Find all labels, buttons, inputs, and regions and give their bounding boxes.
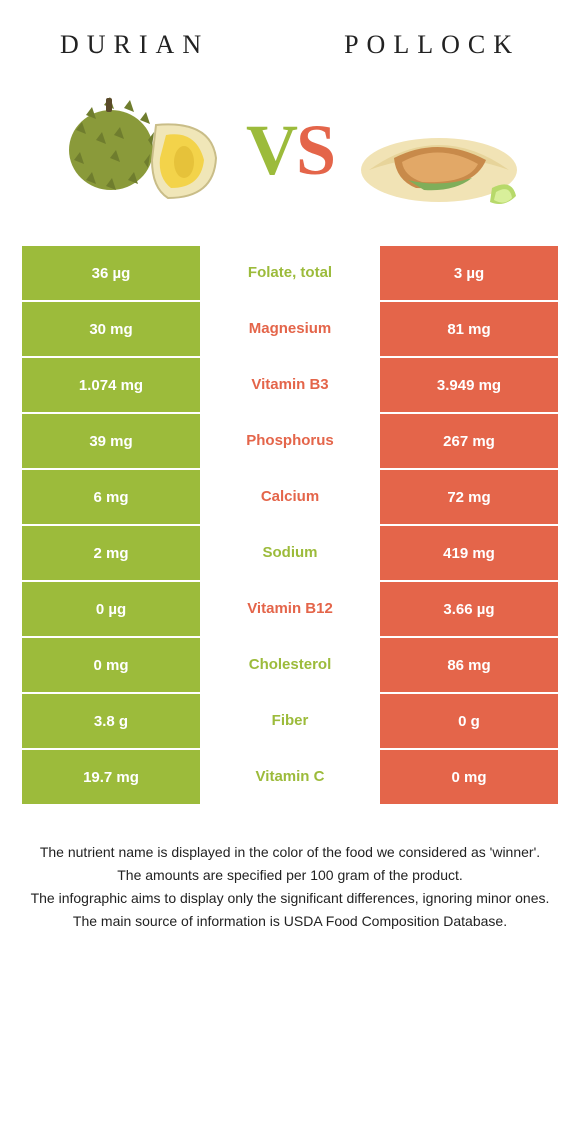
pollock-icon xyxy=(354,80,524,220)
nutrient-label: Sodium xyxy=(200,524,380,580)
nutrient-row: 30 mgMagnesium81 mg xyxy=(22,300,558,356)
vs-label: VS xyxy=(246,109,334,192)
nutrient-label: Cholesterol xyxy=(200,636,380,692)
right-value-cell: 419 mg xyxy=(380,524,558,580)
nutrient-label: Vitamin C xyxy=(200,748,380,804)
nutrient-row: 36 µgFolate, total3 µg xyxy=(22,244,558,300)
left-value-cell: 39 mg xyxy=(22,412,200,468)
left-food-title: Durian xyxy=(60,30,209,60)
left-value-cell: 1.074 mg xyxy=(22,356,200,412)
left-food-image xyxy=(56,80,226,220)
footer-notes: The nutrient name is displayed in the co… xyxy=(22,842,558,932)
right-value-cell: 81 mg xyxy=(380,300,558,356)
footer-line-2: The amounts are specified per 100 gram o… xyxy=(22,865,558,886)
left-value-cell: 0 mg xyxy=(22,636,200,692)
left-value-cell: 19.7 mg xyxy=(22,748,200,804)
header-row: Durian Pollock xyxy=(0,0,580,72)
nutrient-label: Vitamin B12 xyxy=(200,580,380,636)
footer-line-3: The infographic aims to display only the… xyxy=(22,888,558,909)
right-value-cell: 3 µg xyxy=(380,244,558,300)
comparison-infographic: Durian Pollock VS xyxy=(0,0,580,1144)
nutrient-row: 0 µgVitamin B123.66 µg xyxy=(22,580,558,636)
nutrient-row: 19.7 mgVitamin C0 mg xyxy=(22,748,558,804)
nutrient-label: Vitamin B3 xyxy=(200,356,380,412)
right-value-cell: 86 mg xyxy=(380,636,558,692)
right-value-cell: 3.66 µg xyxy=(380,580,558,636)
nutrient-row: 0 mgCholesterol86 mg xyxy=(22,636,558,692)
nutrient-table: 36 µgFolate, total3 µg30 mgMagnesium81 m… xyxy=(22,244,558,804)
right-value-cell: 72 mg xyxy=(380,468,558,524)
nutrient-label: Folate, total xyxy=(200,244,380,300)
right-value-cell: 267 mg xyxy=(380,412,558,468)
right-value-cell: 0 mg xyxy=(380,748,558,804)
nutrient-label: Calcium xyxy=(200,468,380,524)
left-value-cell: 2 mg xyxy=(22,524,200,580)
vs-s: S xyxy=(296,110,334,190)
nutrient-row: 2 mgSodium419 mg xyxy=(22,524,558,580)
footer-line-4: The main source of information is USDA F… xyxy=(22,911,558,932)
left-value-cell: 3.8 g xyxy=(22,692,200,748)
nutrient-row: 39 mgPhosphorus267 mg xyxy=(22,412,558,468)
hero-row: VS xyxy=(0,80,580,220)
right-value-cell: 3.949 mg xyxy=(380,356,558,412)
right-food-image xyxy=(354,80,524,220)
nutrient-label: Phosphorus xyxy=(200,412,380,468)
footer-line-1: The nutrient name is displayed in the co… xyxy=(22,842,558,863)
nutrient-label: Fiber xyxy=(200,692,380,748)
left-value-cell: 36 µg xyxy=(22,244,200,300)
left-value-cell: 30 mg xyxy=(22,300,200,356)
nutrient-row: 3.8 gFiber0 g xyxy=(22,692,558,748)
nutrient-label: Magnesium xyxy=(200,300,380,356)
right-food-title: Pollock xyxy=(344,30,520,60)
nutrient-row: 1.074 mgVitamin B33.949 mg xyxy=(22,356,558,412)
durian-icon xyxy=(56,80,226,220)
left-value-cell: 0 µg xyxy=(22,580,200,636)
right-value-cell: 0 g xyxy=(380,692,558,748)
nutrient-row: 6 mgCalcium72 mg xyxy=(22,468,558,524)
vs-v: V xyxy=(246,110,296,190)
left-value-cell: 6 mg xyxy=(22,468,200,524)
